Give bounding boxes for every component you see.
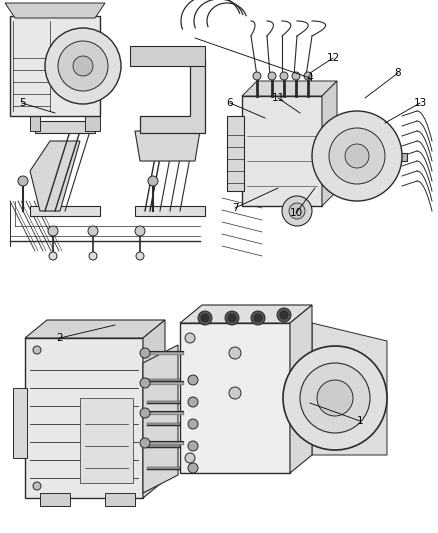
Circle shape [312,111,402,201]
Text: 1: 1 [357,416,363,426]
Circle shape [148,176,158,186]
Polygon shape [322,81,337,206]
Polygon shape [25,320,165,338]
Circle shape [33,482,41,490]
Polygon shape [135,206,205,216]
Circle shape [201,314,209,322]
Circle shape [140,408,150,418]
Circle shape [280,72,288,80]
Polygon shape [30,141,80,211]
Circle shape [33,346,41,354]
Polygon shape [227,116,244,191]
Text: 8: 8 [395,68,401,78]
Text: 13: 13 [413,98,427,108]
Circle shape [304,72,312,80]
Circle shape [280,311,288,319]
Circle shape [49,252,57,260]
Polygon shape [135,131,200,161]
Circle shape [283,346,387,450]
Circle shape [18,176,28,186]
Circle shape [88,226,98,236]
Polygon shape [242,81,337,96]
Circle shape [188,419,198,429]
Circle shape [136,252,144,260]
Circle shape [228,314,236,322]
Polygon shape [35,121,95,133]
Polygon shape [25,338,143,498]
Polygon shape [5,3,105,18]
Circle shape [48,226,58,236]
Circle shape [185,453,195,463]
Polygon shape [394,153,407,161]
Circle shape [229,387,241,399]
Circle shape [329,128,385,184]
Text: 10: 10 [290,208,303,218]
Polygon shape [10,16,100,116]
Polygon shape [290,305,312,473]
Text: 6: 6 [227,98,233,108]
Circle shape [89,252,97,260]
Polygon shape [312,323,387,455]
Text: 11: 11 [272,93,285,103]
Circle shape [317,380,353,416]
Circle shape [188,375,198,385]
Circle shape [300,363,370,433]
Text: 2: 2 [57,333,64,343]
Polygon shape [30,206,100,216]
Circle shape [198,311,212,325]
Polygon shape [140,61,205,133]
Text: 4: 4 [307,73,313,83]
Polygon shape [30,116,40,131]
Circle shape [229,347,241,359]
Circle shape [188,397,198,407]
Polygon shape [130,46,205,66]
Polygon shape [143,320,165,498]
Circle shape [58,41,108,91]
Polygon shape [13,388,27,458]
Polygon shape [105,493,135,506]
Circle shape [140,348,150,358]
Text: 12: 12 [326,53,339,63]
Polygon shape [180,323,290,473]
Polygon shape [242,96,322,206]
Circle shape [251,311,265,325]
Circle shape [185,333,195,343]
Circle shape [282,196,312,226]
Circle shape [135,226,145,236]
Circle shape [140,378,150,388]
Circle shape [188,463,198,473]
Circle shape [253,72,261,80]
Circle shape [73,56,93,76]
Circle shape [292,72,300,80]
Circle shape [45,28,121,104]
Circle shape [254,314,262,322]
Circle shape [277,308,291,322]
Circle shape [345,144,369,168]
Polygon shape [85,116,100,131]
Polygon shape [143,345,178,493]
Polygon shape [80,398,133,483]
Circle shape [188,441,198,451]
Circle shape [225,311,239,325]
Text: 7: 7 [232,203,238,213]
Polygon shape [180,305,312,323]
Circle shape [268,72,276,80]
Polygon shape [40,493,70,506]
Text: 5: 5 [19,98,25,108]
Circle shape [289,203,305,219]
Circle shape [140,438,150,448]
